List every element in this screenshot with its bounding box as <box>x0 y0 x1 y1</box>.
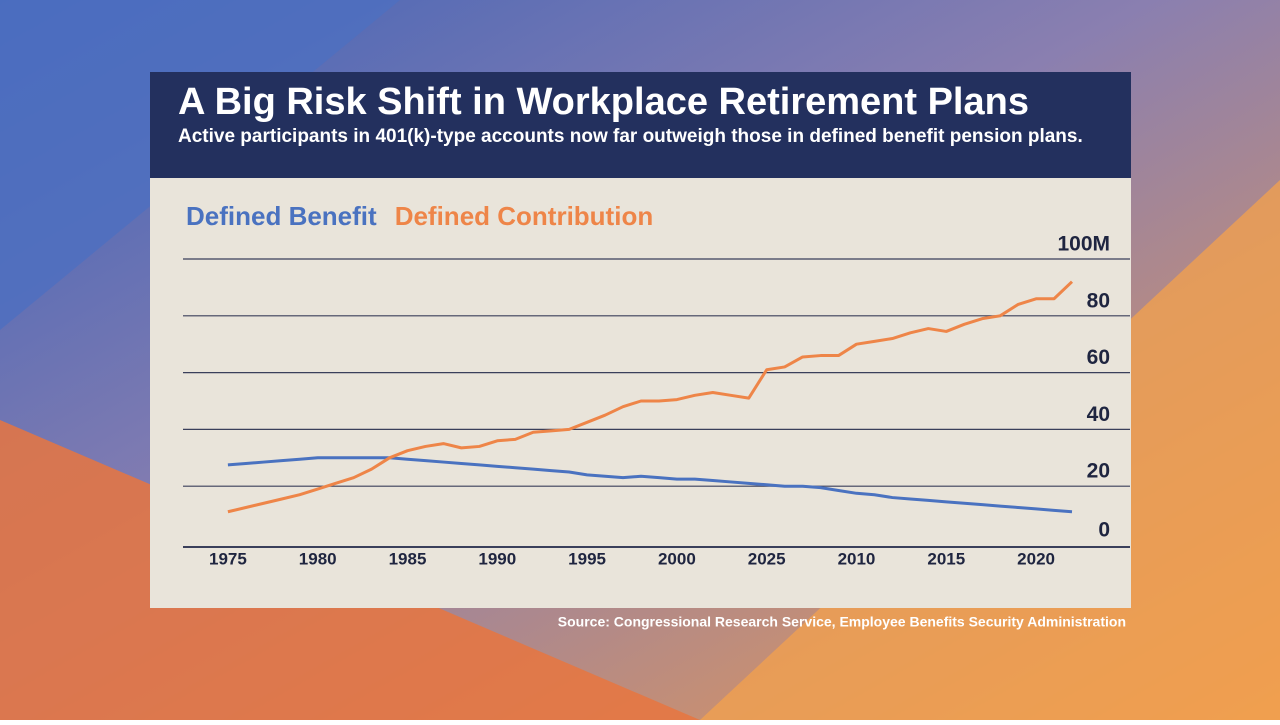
y-tick-label: 20 <box>1087 460 1110 483</box>
series-line <box>227 456 1073 514</box>
chart-title: A Big Risk Shift in Workplace Retirement… <box>178 81 1029 123</box>
x-tick-label: 1995 <box>568 549 606 568</box>
x-tick-label: 2010 <box>838 549 876 568</box>
x-tick-label: 1975 <box>209 549 247 568</box>
source: Source: Congressional Research Service, … <box>558 614 1126 630</box>
x-tick-label: 2000 <box>658 549 696 568</box>
legend-entry: Defined Benefit <box>186 201 377 231</box>
x-tick-label: 2015 <box>927 549 965 568</box>
y-tick-label: 0 <box>1098 519 1110 542</box>
legend-entry: Defined Contribution <box>395 201 654 231</box>
y-tick-label: 100M <box>1057 233 1110 256</box>
subtitle-box: Active participants in 401(k)-type accou… <box>178 126 1083 147</box>
chart-panel <box>150 178 1131 608</box>
y-tick-label: 80 <box>1087 289 1110 312</box>
series-line <box>227 280 1074 514</box>
x-tick-label: 2020 <box>1017 549 1055 568</box>
y-tick-label: 60 <box>1087 346 1110 369</box>
x-tick-label: 1980 <box>299 549 337 568</box>
y-tick-label: 40 <box>1087 403 1110 426</box>
x-tick-label: 2025 <box>748 549 786 568</box>
x-tick-label: 1990 <box>478 549 516 568</box>
chart-subtitle: Active participants in 401(k)-type accou… <box>178 126 1083 147</box>
title-box <box>150 72 1131 178</box>
x-tick-label: 1985 <box>389 549 427 568</box>
